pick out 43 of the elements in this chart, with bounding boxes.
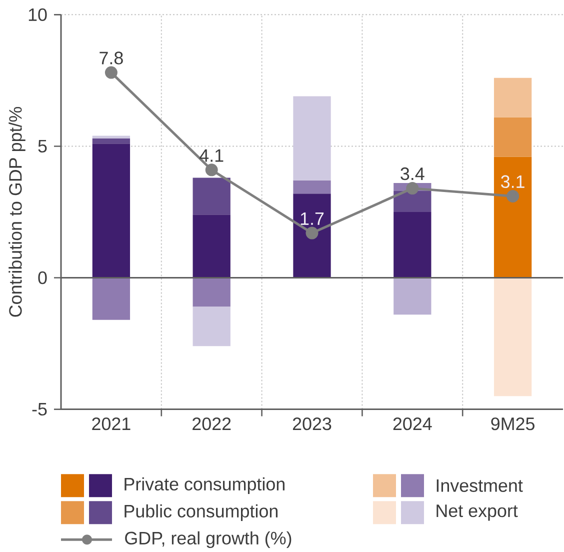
- x-tick-label: 2021: [92, 417, 130, 430]
- x-tick-label: 9M25: [491, 417, 534, 430]
- data-label: 4.1: [200, 149, 224, 162]
- bar: [192, 214, 230, 278]
- data-label: 1.7: [300, 212, 324, 225]
- point: [306, 226, 318, 240]
- bar: [192, 178, 230, 215]
- data-label: 3.1: [501, 175, 524, 188]
- legend-label: Public consumption: [124, 504, 278, 522]
- y-axis-title: Contribution to GDP ppt/%: [8, 106, 26, 317]
- bar: [494, 78, 532, 118]
- bar: [494, 278, 532, 396]
- x-tick-label: 2024: [393, 417, 432, 430]
- legend-label: GDP, real growth (%): [125, 531, 292, 548]
- bar: [494, 156, 532, 278]
- bar: [394, 278, 432, 315]
- bar: [394, 190, 432, 212]
- legend-label: Private consumption: [124, 477, 284, 494]
- data-label: 7.8: [100, 52, 123, 64]
- point: [506, 190, 520, 202]
- bar: [92, 136, 130, 138]
- bar: [92, 144, 130, 278]
- y-tick-label: 0: [38, 271, 47, 284]
- bar: [192, 278, 230, 307]
- data-label: 3.4: [400, 167, 424, 180]
- y-tick-label: 5: [38, 140, 47, 152]
- bar: [92, 138, 130, 144]
- bar: [293, 96, 331, 180]
- bar: [92, 278, 130, 320]
- bar: [394, 212, 432, 278]
- bar: [293, 194, 331, 278]
- legend-label: Net export: [436, 504, 518, 521]
- x-tick-label: 2022: [192, 417, 231, 430]
- bar: [293, 180, 331, 194]
- legend-label: Investment: [436, 479, 523, 492]
- bar: [192, 306, 230, 346]
- y-tick-label: -5: [32, 403, 47, 416]
- y-tick-label: 10: [28, 8, 47, 22]
- x-tick-label: 2023: [292, 417, 332, 430]
- point: [104, 66, 118, 79]
- point: [406, 182, 419, 195]
- point: [205, 164, 218, 176]
- bar: [494, 117, 532, 157]
